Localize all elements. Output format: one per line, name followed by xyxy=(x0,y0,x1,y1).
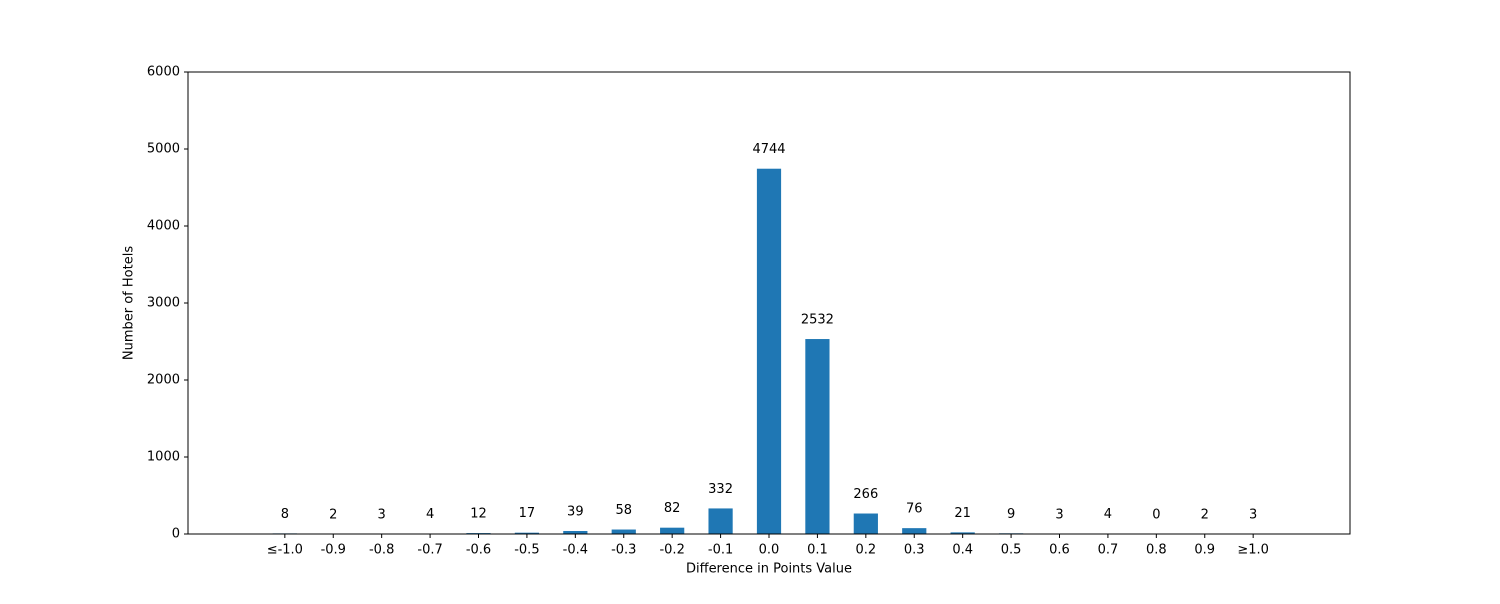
x-axis-label: Difference in Points Value xyxy=(686,562,852,577)
value-label: 332 xyxy=(708,482,733,497)
value-label: 2532 xyxy=(801,313,834,328)
x-tick-label: -0.8 xyxy=(369,543,394,558)
x-tick-label: -0.5 xyxy=(514,543,539,558)
y-tick-label: 3000 xyxy=(147,296,180,311)
x-tick-label: 0.7 xyxy=(1098,543,1119,558)
value-label: 17 xyxy=(519,506,536,521)
x-tick-label: 0.8 xyxy=(1146,543,1167,558)
y-tick-label: 1000 xyxy=(147,450,180,465)
x-tick-label: -0.7 xyxy=(417,543,442,558)
value-label: 0 xyxy=(1152,508,1160,523)
bar xyxy=(612,530,636,534)
y-tick-label: 2000 xyxy=(147,373,180,388)
value-label: 3 xyxy=(1055,507,1063,522)
x-tick-label: 0.4 xyxy=(952,543,973,558)
bar xyxy=(805,339,829,534)
value-label: 76 xyxy=(906,502,923,517)
value-label: 4 xyxy=(1104,507,1112,522)
x-tick-label: -0.9 xyxy=(321,543,346,558)
x-tick-label: ≤-1.0 xyxy=(267,543,303,558)
y-tick-label: 5000 xyxy=(147,142,180,157)
y-tick-label: 0 xyxy=(172,527,180,542)
x-tick-label: 0.3 xyxy=(904,543,925,558)
value-label: 9 xyxy=(1007,507,1015,522)
bar xyxy=(708,508,732,534)
value-label: 21 xyxy=(954,506,971,521)
value-label: 39 xyxy=(567,504,584,519)
x-tick-label: 0.1 xyxy=(807,543,828,558)
bar xyxy=(660,528,684,534)
value-label: 4 xyxy=(426,507,434,522)
value-label: 3 xyxy=(1249,507,1257,522)
x-tick-label: 0.9 xyxy=(1194,543,1215,558)
value-label: 2 xyxy=(1201,507,1209,522)
bar xyxy=(902,528,926,534)
x-tick-label: -0.6 xyxy=(466,543,491,558)
x-tick-label: ≥1.0 xyxy=(1237,543,1269,558)
value-label: 3 xyxy=(378,507,386,522)
x-tick-label: -0.4 xyxy=(563,543,588,558)
value-label: 4744 xyxy=(752,142,785,157)
value-label: 2 xyxy=(329,507,337,522)
x-tick-label: 0.5 xyxy=(1001,543,1022,558)
value-label: 266 xyxy=(853,487,878,502)
y-axis-label: Number of Hotels xyxy=(122,246,137,360)
value-label: 12 xyxy=(470,507,487,522)
y-tick-label: 4000 xyxy=(147,219,180,234)
x-tick-label: 0.6 xyxy=(1049,543,1070,558)
x-tick-label: -0.2 xyxy=(659,543,684,558)
x-tick-label: 0.0 xyxy=(759,543,780,558)
value-label: 8 xyxy=(281,507,289,522)
value-label: 58 xyxy=(615,503,632,518)
y-tick-label: 6000 xyxy=(147,65,180,80)
x-tick-label: 0.2 xyxy=(855,543,876,558)
x-tick-label: -0.3 xyxy=(611,543,636,558)
bar xyxy=(854,514,878,534)
bar xyxy=(757,169,781,534)
x-tick-label: -0.1 xyxy=(708,543,733,558)
value-label: 82 xyxy=(664,501,681,516)
